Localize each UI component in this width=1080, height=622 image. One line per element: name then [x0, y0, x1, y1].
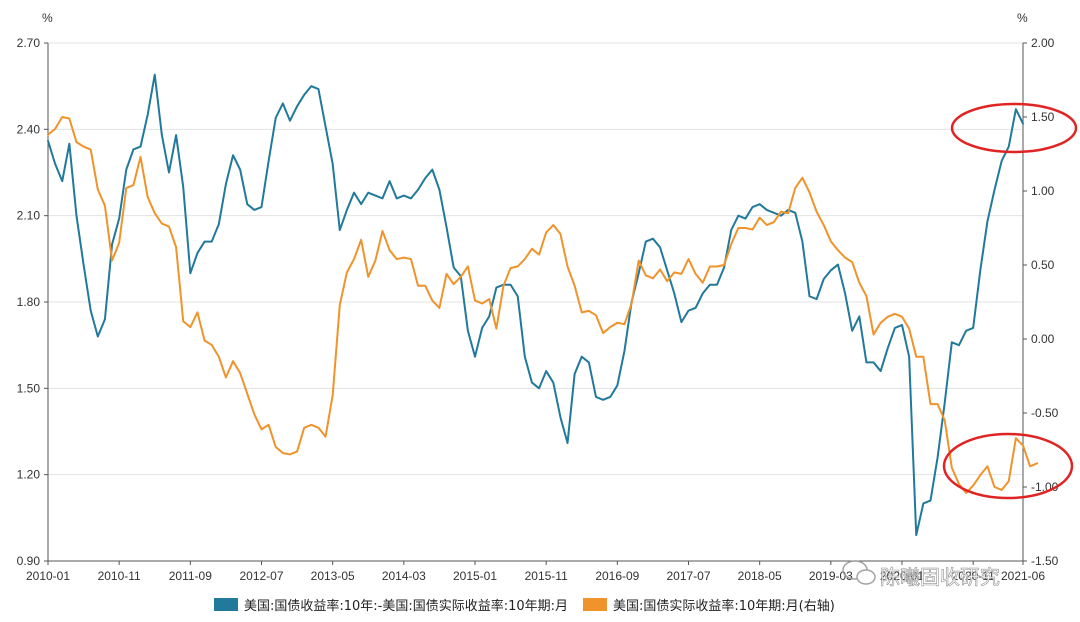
- legend-swatch-blue: [214, 598, 238, 611]
- left-tick-label: 2.70: [17, 36, 41, 50]
- wechat-icon: [842, 560, 876, 585]
- legend-item-nominal-minus-real[interactable]: 美国:国债收益率:10年:-美国:国债实际收益率:10年期:月: [214, 598, 568, 614]
- highlight-ellipse-upper: [950, 102, 1078, 154]
- x-tick-label: 2015-11: [525, 569, 568, 583]
- x-tick-label: 2021-06: [1001, 569, 1045, 583]
- left-tick-label: 0.90: [17, 554, 41, 568]
- left-tick-label: 1.80: [17, 295, 41, 309]
- left-tick-label: 1.20: [17, 468, 41, 482]
- right-axis-ticks: -1.50-1.00-0.500.000.501.001.502.00: [1023, 36, 1059, 568]
- axes: % %: [42, 11, 1028, 562]
- x-tick-label: 2015-01: [453, 569, 497, 583]
- x-tick-label: 2010-11: [98, 569, 141, 583]
- right-tick-label: -1.50: [1031, 554, 1059, 568]
- x-tick-label: 2014-03: [382, 569, 426, 583]
- left-tick-label: 1.50: [17, 381, 41, 395]
- legend-swatch-orange: [583, 598, 607, 611]
- x-tick-label: 2012-07: [239, 569, 283, 583]
- highlight-ellipse-lower: [942, 432, 1074, 500]
- x-tick-label: 2010-01: [26, 569, 70, 583]
- left-tick-label: 2.40: [17, 122, 41, 136]
- x-tick-label: 2017-07: [666, 569, 710, 583]
- x-tick-label: 2018-05: [738, 569, 782, 583]
- left-axis-unit: %: [42, 11, 53, 25]
- series-line-real-yield: [47, 116, 1039, 494]
- legend-label-real-yield: 美国:国债实际收益率:10年期:月(右轴): [613, 598, 835, 614]
- series-line-nominal-minus-real: [47, 73, 1024, 537]
- x-axis-ticks: 2010-01 2010-11 2011-09 2012-07 2013-05 2014-…: [26, 561, 1045, 583]
- annotation-highlights: [942, 102, 1078, 500]
- left-axis-ticks: 0.90 1.20 1.50 1.80 2.10 2.40 2.70: [17, 36, 48, 568]
- x-tick-label: 2013-05: [311, 569, 355, 583]
- x-tick-label: 2016-09: [595, 569, 639, 583]
- legend: 美国:国债收益率:10年:-美国:国债实际收益率:10年期:月 美国:国债实际收…: [214, 598, 835, 614]
- legend-item-real-yield[interactable]: 美国:国债实际收益率:10年期:月(右轴): [583, 598, 835, 614]
- x-tick-label: 2020-11: [952, 569, 995, 583]
- right-tick-label: 0.00: [1031, 332, 1055, 346]
- watermark: 陈曦固收研究: [842, 560, 1000, 589]
- right-tick-label: 0.50: [1031, 258, 1055, 272]
- series-lines: [47, 73, 1039, 537]
- x-tick-label: 2011-09: [169, 569, 212, 583]
- left-tick-label: 2.10: [17, 209, 41, 223]
- gridlines: [48, 42, 1023, 476]
- right-tick-label: 1.00: [1031, 184, 1055, 198]
- right-tick-label: -0.50: [1031, 406, 1059, 420]
- x-tick-label: 2020-01: [880, 569, 924, 583]
- right-tick-label: 1.50: [1031, 110, 1055, 124]
- x-tick-label: 2019-03: [809, 569, 853, 583]
- legend-label-nominal-minus-real: 美国:国债收益率:10年:-美国:国债实际收益率:10年期:月: [244, 598, 568, 614]
- right-tick-label: 2.00: [1031, 36, 1055, 50]
- watermark-text: 陈曦固收研究: [880, 565, 1000, 589]
- right-axis-unit: %: [1017, 11, 1028, 25]
